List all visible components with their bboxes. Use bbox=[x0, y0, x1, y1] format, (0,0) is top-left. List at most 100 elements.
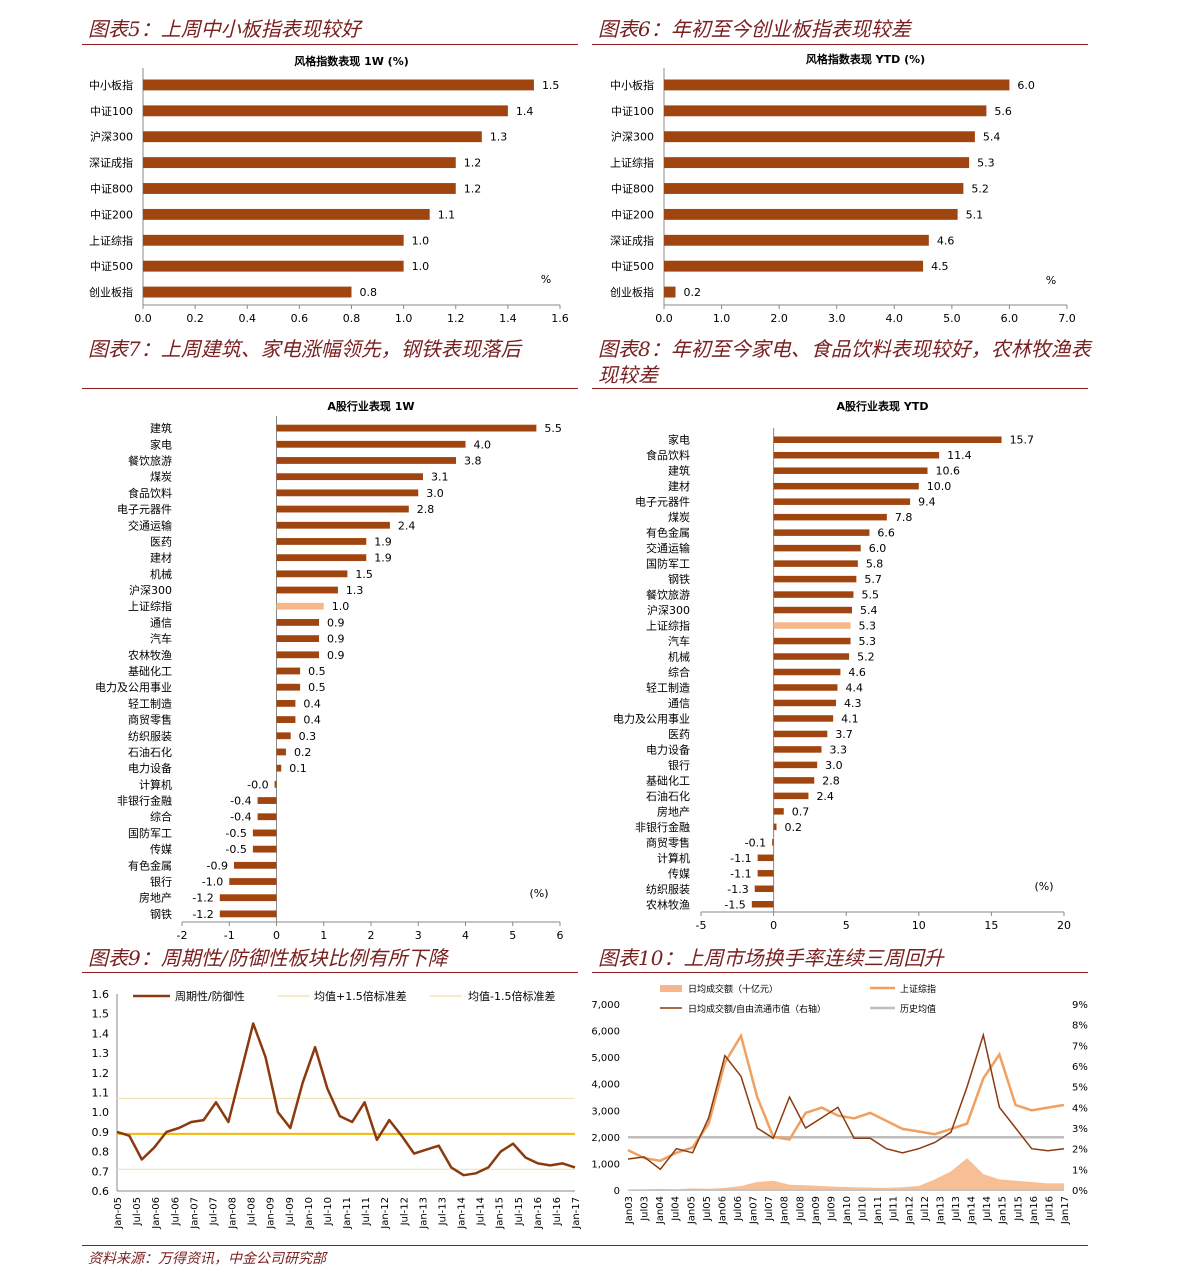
chart6-chart-title: 风格指数表现 YTD (%) bbox=[806, 52, 925, 66]
chart7-value-label: -0.5 bbox=[225, 843, 246, 856]
chart10-y-left-tick-label: 1,000 bbox=[591, 1159, 620, 1170]
chart10-y-right-tick-label: 5% bbox=[1072, 1083, 1088, 1094]
chart7-x-tick-label: 2 bbox=[368, 929, 375, 942]
chart10-turnover-ratio-line bbox=[627, 1032, 1065, 1171]
chart5-value-label: 1.1 bbox=[438, 208, 456, 221]
chart5-category-label: 中证800 bbox=[90, 183, 133, 196]
chart7-value-label: -1.0 bbox=[202, 876, 223, 889]
chart8-category-label: 建材 bbox=[668, 479, 690, 493]
chart6-value-label: 0.2 bbox=[684, 286, 702, 299]
chart10-x-tick-label: Jan05 bbox=[686, 1196, 697, 1225]
chart9-y-tick-label: 0.8 bbox=[92, 1146, 110, 1159]
chart5-x-tick-label: 0.6 bbox=[291, 312, 309, 325]
chart6-bar bbox=[664, 79, 1010, 91]
chart8-category-label: 交通运输 bbox=[646, 541, 690, 555]
chart9-legend-upper: 均值+1.5倍标准差 bbox=[314, 989, 407, 1003]
chart6-category-label: 中证200 bbox=[611, 208, 654, 221]
chart5-category-label: 中证200 bbox=[90, 208, 133, 221]
chart8-title-cont: 现较差 bbox=[598, 363, 658, 387]
chart7-x-tick-label: 3 bbox=[415, 929, 422, 942]
chart7-x-tick-label: 0 bbox=[273, 929, 280, 942]
chart8-category-label: 家电 bbox=[668, 433, 690, 447]
chart10-y-left-tick-label: 6,000 bbox=[591, 1027, 620, 1038]
chart5-category-label: 上证综指 bbox=[89, 233, 133, 247]
chart9-y-tick-label: 0.9 bbox=[92, 1126, 110, 1139]
chart6-category-label: 中证100 bbox=[611, 105, 654, 118]
chart10-y-right-tick-label: 3% bbox=[1072, 1124, 1088, 1135]
chart7-value-label: 0.9 bbox=[327, 649, 345, 662]
chart7-value-label: -0.0 bbox=[247, 778, 268, 791]
chart7-title: 图表7：上周建筑、家电涨幅领先，钢铁表现落后 bbox=[88, 337, 521, 361]
chart7-bar bbox=[276, 602, 324, 610]
chart6-category-label: 沪深300 bbox=[611, 130, 654, 144]
chart7-bar bbox=[257, 813, 277, 821]
chart7-value-label: 0.4 bbox=[303, 714, 321, 727]
chart10-x-tick-label: Jul15 bbox=[1013, 1196, 1024, 1222]
chart9-y-tick-label: 1.4 bbox=[92, 1027, 110, 1040]
chart7-category-label: 商贸零售 bbox=[128, 713, 172, 727]
chart7-bar bbox=[276, 716, 296, 723]
chart7-value-label: -0.4 bbox=[230, 795, 251, 808]
chart8-value-label: -1.1 bbox=[730, 867, 751, 880]
chart8-category-label: 电力设备 bbox=[646, 742, 690, 756]
chart6-value-label: 5.4 bbox=[983, 131, 1001, 144]
chart10-x-tick-label: Jan08 bbox=[780, 1196, 791, 1225]
chart6-rule bbox=[592, 44, 1088, 45]
chart8-category-label: 餐饮旅游 bbox=[646, 588, 690, 602]
chart7-x-tick-label: 4 bbox=[462, 929, 469, 942]
chart10-x-tick-label: Jan15 bbox=[998, 1196, 1009, 1225]
chart8-category-label: 传媒 bbox=[668, 867, 690, 880]
chart5-x-tick-label: 0.2 bbox=[186, 312, 204, 325]
chart8-bar bbox=[773, 606, 853, 614]
chart7-bar bbox=[233, 861, 277, 869]
chart6-value-label: 5.6 bbox=[994, 105, 1012, 118]
chart8-x-tick-label: 15 bbox=[984, 919, 998, 932]
chart7-bar bbox=[276, 521, 390, 529]
chart7-value-label: 3.1 bbox=[431, 471, 449, 484]
chart8-category-label: 通信 bbox=[668, 697, 690, 710]
chart9-x-tick-label: Jul-06 bbox=[170, 1197, 181, 1226]
chart8-value-label: 3.0 bbox=[825, 759, 843, 772]
chart7-category-label: 电子元器件 bbox=[117, 503, 172, 516]
chart9-x-tick-label: Jul-13 bbox=[437, 1197, 448, 1226]
chart6-title: 图表6：年初至今创业板指表现较差 bbox=[598, 17, 911, 41]
chart8-value-label: 5.7 bbox=[864, 573, 882, 586]
chart7-value-label: 2.8 bbox=[417, 503, 435, 516]
chart7-bar bbox=[276, 586, 338, 594]
chart7-value-label: -0.9 bbox=[207, 859, 228, 872]
chart8-value-label: 5.8 bbox=[866, 558, 884, 571]
chart10-x-tick-label: Jan16 bbox=[1029, 1196, 1040, 1225]
chart10-y-left-tick-label: 5,000 bbox=[591, 1053, 620, 1064]
chart5-unit-label: % bbox=[541, 273, 551, 286]
chart5-chart-title: 风格指数表现 1W (%) bbox=[294, 54, 409, 68]
chart7-value-label: 0.5 bbox=[308, 681, 326, 694]
chart7-value-label: 0.2 bbox=[294, 746, 312, 759]
chart7-bar bbox=[276, 424, 537, 432]
chart7-bar bbox=[276, 457, 457, 464]
chart8-bar bbox=[773, 653, 850, 660]
chart8-bar bbox=[773, 591, 854, 598]
chart7-value-label: 5.5 bbox=[544, 422, 562, 435]
chart7-value-label: 0.3 bbox=[299, 730, 317, 743]
chart8-category-label: 基础化工 bbox=[646, 773, 690, 787]
chart10-legend-amount: 日均成交额（十亿元） bbox=[688, 983, 778, 995]
chart7-category-label: 房地产 bbox=[139, 891, 172, 905]
chart10-y-right-tick-label: 8% bbox=[1072, 1021, 1088, 1032]
chart7-category-label: 上证综指 bbox=[128, 599, 172, 613]
chart8-bar bbox=[773, 823, 777, 831]
chart10-y-right-tick-label: 7% bbox=[1072, 1041, 1088, 1052]
chart5-value-label: 1.2 bbox=[464, 157, 482, 170]
chart8-category-label: 有色金属 bbox=[646, 526, 690, 540]
chart9-y-tick-label: 0.6 bbox=[92, 1185, 110, 1198]
chart7-unit-label: (%) bbox=[529, 887, 548, 900]
chart6-x-tick-label: 3.0 bbox=[828, 312, 846, 325]
chart9-x-tick-label: Jul-12 bbox=[399, 1197, 410, 1226]
chart5-bar bbox=[143, 105, 508, 117]
chart9-x-tick-label: Jan-09 bbox=[266, 1197, 277, 1230]
chart8-bar bbox=[773, 575, 857, 583]
chart8-category-label: 医药 bbox=[668, 728, 690, 741]
chart7-category-label: 家电 bbox=[150, 437, 172, 451]
chart5-bar bbox=[143, 79, 534, 91]
chart9-title: 图表9：周期性/防御性板块比例有所下降 bbox=[88, 946, 448, 970]
chart7-bar bbox=[252, 829, 277, 837]
